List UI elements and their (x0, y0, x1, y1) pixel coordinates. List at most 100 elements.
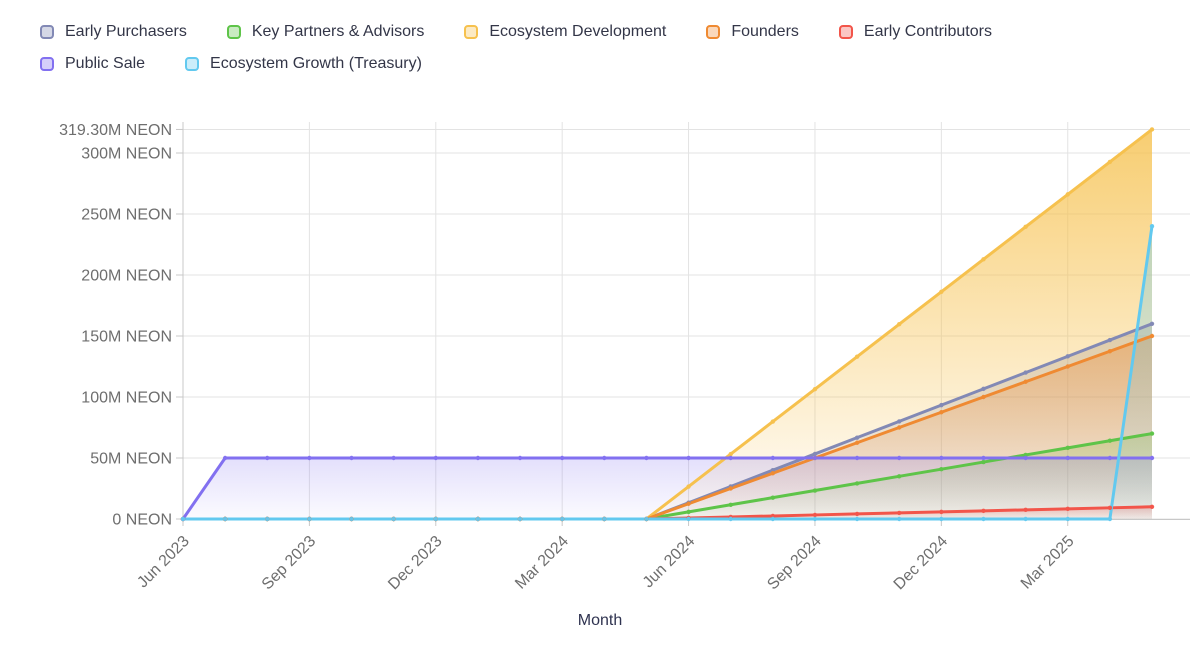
legend-label: Founders (731, 23, 799, 40)
data-point (812, 516, 818, 522)
data-point (981, 508, 986, 514)
y-tick-label: 300M NEON (81, 146, 172, 163)
legend-item-ecosystem-development[interactable]: Ecosystem Development (464, 22, 666, 42)
data-point (559, 455, 565, 461)
data-point (812, 512, 818, 518)
x-tick-label: Dec 2024 (891, 533, 952, 594)
data-point (981, 257, 986, 262)
series-area-ecosystem-development (183, 129, 1152, 520)
data-point (854, 354, 860, 359)
data-point (1023, 507, 1028, 513)
data-point (1065, 354, 1070, 359)
x-tick-label: Jun 2024 (640, 533, 699, 592)
data-point (854, 511, 860, 517)
legend-item-key-partners-advisors[interactable]: Key Partners & Advisors (226, 22, 424, 42)
legend-label: Ecosystem Development (489, 23, 667, 40)
data-point (686, 509, 691, 515)
data-point (1149, 333, 1155, 339)
data-point (1107, 516, 1113, 522)
data-point (1023, 455, 1028, 461)
legend-swatch-icon (838, 25, 853, 39)
data-point (686, 501, 691, 506)
y-tick-label: 50M NEON (90, 451, 172, 468)
legend-swatch-icon (226, 25, 241, 39)
data-point (812, 451, 818, 457)
data-point (897, 474, 902, 479)
x-axis-title: Month (577, 612, 623, 629)
data-point (981, 386, 986, 392)
data-point (475, 516, 481, 522)
y-tick-label: 200M NEON (81, 268, 172, 285)
legend-item-ecosystem-growth-treasury[interactable]: Ecosystem Growth (Treasury) (185, 54, 422, 74)
chart-legend: Early Purchasers Key Partners & Advisors E… (40, 22, 1000, 74)
data-point (770, 495, 776, 500)
data-point (1065, 364, 1070, 369)
y-tick-label: 150M NEON (81, 329, 172, 346)
data-point (1023, 370, 1028, 375)
x-tick-label: Sep 2023 (259, 533, 320, 594)
data-point (939, 289, 944, 294)
data-point (1107, 159, 1113, 165)
data-point (1023, 452, 1028, 458)
data-point (728, 486, 733, 491)
legend-item-founders[interactable]: Founders (706, 22, 799, 42)
data-point (222, 516, 228, 522)
data-point (433, 516, 438, 522)
data-point (1149, 431, 1155, 436)
data-point (1023, 379, 1028, 384)
data-point (981, 459, 986, 465)
data-point (854, 481, 860, 486)
data-point (349, 455, 354, 461)
data-point (349, 516, 354, 522)
data-point (1149, 504, 1155, 509)
x-axis-labels: Jun 2023 Sep 2023 Dec 2023 Mar 2024 Jun 2024… (134, 533, 1077, 594)
data-point (1107, 349, 1113, 354)
data-point (686, 455, 691, 461)
legend-item-early-contributors[interactable]: Early Contributors (838, 22, 992, 42)
data-point (644, 516, 649, 522)
data-point (728, 455, 733, 461)
data-point (897, 322, 902, 327)
data-point (222, 455, 228, 461)
data-point (939, 410, 944, 415)
data-point (1065, 516, 1070, 522)
data-point (307, 455, 312, 461)
data-point (770, 419, 776, 424)
data-point (1149, 455, 1155, 461)
data-point (1149, 321, 1155, 326)
legend-swatch-icon (40, 57, 54, 71)
legend-label: Public Sale (65, 55, 146, 72)
data-point (897, 425, 902, 430)
data-point (897, 455, 902, 461)
legend-swatch-icon (464, 25, 479, 39)
data-point (433, 455, 438, 461)
x-tick-label: Sep 2024 (764, 533, 825, 594)
legend-label: Early Contributors (863, 23, 992, 40)
data-point (391, 455, 396, 461)
data-point (265, 455, 270, 461)
data-point (602, 516, 607, 522)
data-point (1107, 438, 1113, 443)
data-point (939, 455, 944, 461)
data-point (1107, 505, 1113, 511)
x-tick-label: Mar 2024 (512, 533, 572, 593)
data-point (812, 455, 818, 461)
data-point (854, 516, 860, 522)
data-point (981, 516, 986, 522)
data-point (770, 513, 776, 519)
data-point (981, 394, 986, 400)
data-point (391, 516, 396, 522)
data-point (939, 402, 944, 408)
data-point (812, 386, 818, 392)
data-point (686, 484, 691, 489)
y-tick-label: 100M NEON (81, 390, 172, 407)
legend-item-early-purchasers[interactable]: Early Purchasers (40, 22, 187, 42)
legend-item-public-sale[interactable]: Public Sale (40, 54, 145, 74)
data-point (1023, 516, 1028, 522)
y-axis-labels: 0 NEON 50M NEON 100M NEON 150M NEON 200M NEO… (59, 122, 172, 529)
data-point (1065, 445, 1070, 451)
y-tick-label: 250M NEON (81, 207, 172, 224)
data-point (728, 502, 733, 507)
data-point (1065, 455, 1070, 461)
